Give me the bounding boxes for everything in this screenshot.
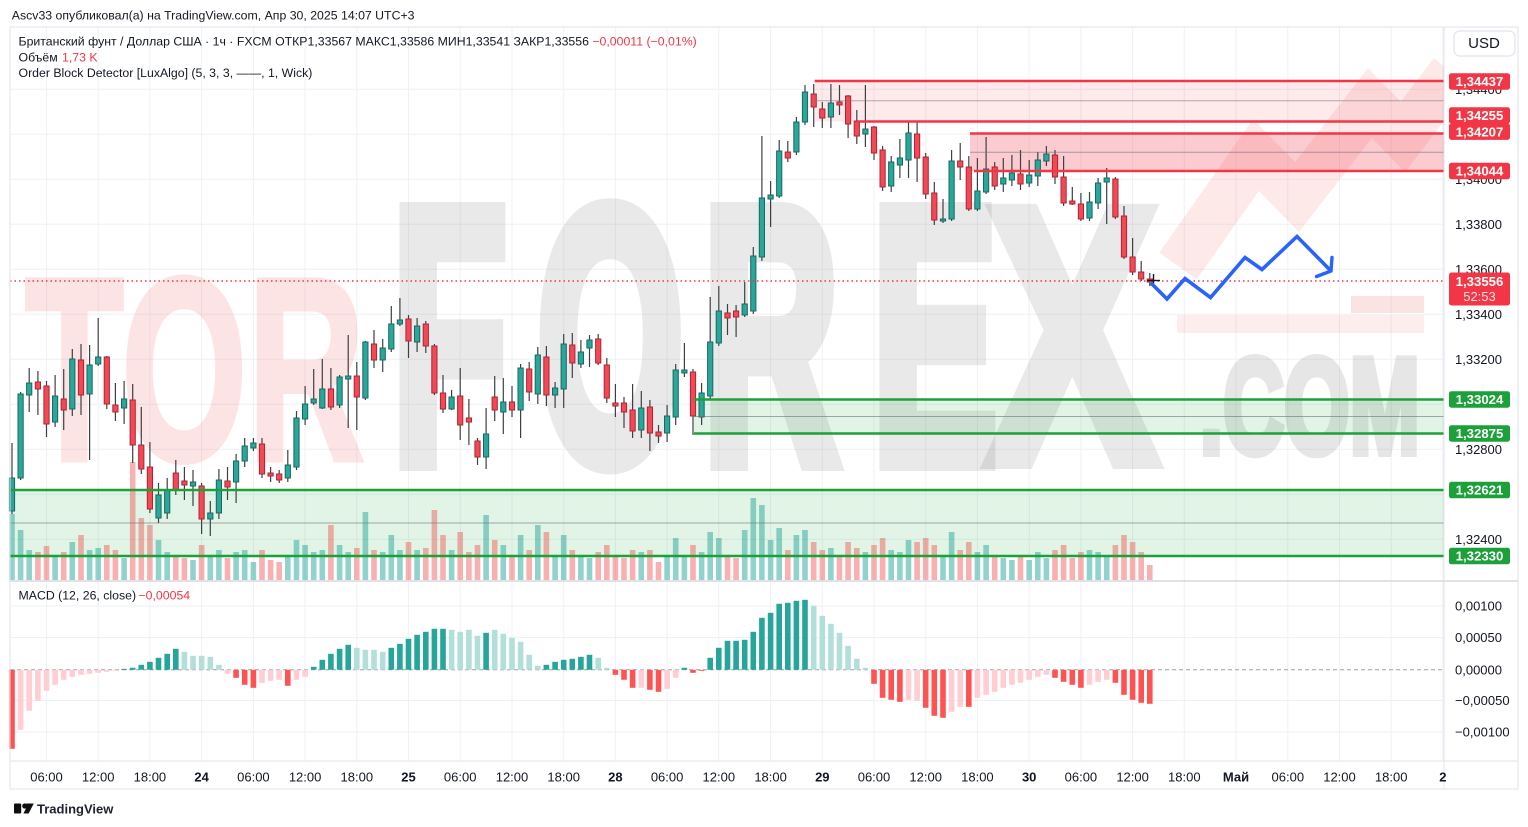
svg-text:12:00: 12:00: [1116, 770, 1149, 785]
svg-text:1,33400: 1,33400: [1455, 307, 1502, 322]
svg-text:12:00: 12:00: [909, 770, 942, 785]
svg-text:USD: USD: [1468, 35, 1500, 52]
svg-text:18:00: 18:00: [754, 770, 787, 785]
svg-text:0,00000: 0,00000: [1455, 662, 1502, 677]
svg-text:−0,00050: −0,00050: [1455, 693, 1510, 708]
svg-text:1,32330: 1,32330: [1456, 549, 1504, 564]
svg-text:18:00: 18:00: [134, 770, 167, 785]
svg-text:12:00: 12:00: [82, 770, 115, 785]
svg-text:1,34437: 1,34437: [1456, 74, 1504, 89]
svg-text:18:00: 18:00: [341, 770, 374, 785]
svg-text:Order Block Detector [LuxAlgo]: Order Block Detector [LuxAlgo] (5, 3, 3,…: [19, 66, 313, 80]
svg-text:18:00: 18:00: [961, 770, 994, 785]
svg-text:12:00: 12:00: [289, 770, 322, 785]
svg-text:0,00050: 0,00050: [1455, 630, 1502, 645]
svg-text:06:00: 06:00: [237, 770, 270, 785]
svg-text:06:00: 06:00: [30, 770, 63, 785]
svg-text:.COM: .COM: [1200, 330, 1420, 481]
svg-text:1,33556: 1,33556: [1456, 274, 1504, 289]
svg-text:06:00: 06:00: [1272, 770, 1305, 785]
svg-text:06:00: 06:00: [651, 770, 684, 785]
svg-text:Британский фунт / Доллар США ·: Британский фунт / Доллар США · 1ч · FXCM…: [19, 35, 697, 49]
svg-text:12:00: 12:00: [496, 770, 529, 785]
svg-text:52:53: 52:53: [1463, 289, 1496, 304]
svg-text:2: 2: [1439, 770, 1446, 785]
svg-text:30: 30: [1022, 770, 1036, 785]
svg-text:06:00: 06:00: [858, 770, 891, 785]
svg-text:25: 25: [401, 770, 415, 785]
svg-text:0,00100: 0,00100: [1455, 599, 1502, 614]
svg-text:Май: Май: [1223, 770, 1249, 785]
svg-text:24: 24: [194, 770, 209, 785]
svg-text:29: 29: [815, 770, 829, 785]
svg-text:1,32400: 1,32400: [1455, 532, 1502, 547]
svg-text:06:00: 06:00: [1065, 770, 1098, 785]
svg-text:Ascv33 опубликовал(а) на Tradi: Ascv33 опубликовал(а) на TradingView.com…: [12, 9, 415, 23]
svg-text:18:00: 18:00: [1375, 770, 1408, 785]
svg-text:28: 28: [608, 770, 622, 785]
svg-text:18:00: 18:00: [1168, 770, 1201, 785]
svg-text:1,34255: 1,34255: [1456, 108, 1504, 123]
svg-text:1,33200: 1,33200: [1455, 352, 1502, 367]
svg-text:12:00: 12:00: [703, 770, 736, 785]
svg-text:TradingView: TradingView: [37, 802, 114, 817]
svg-text:1,32800: 1,32800: [1455, 442, 1502, 457]
svg-text:−0,00100: −0,00100: [1455, 725, 1510, 740]
svg-text:MACD (12, 26, close)−0,00054: MACD (12, 26, close) −0,00054: [19, 589, 191, 603]
svg-text:1,34044: 1,34044: [1456, 164, 1504, 179]
svg-text:1,32875: 1,32875: [1456, 426, 1504, 441]
svg-text:12:00: 12:00: [1323, 770, 1356, 785]
svg-text:18:00: 18:00: [547, 770, 580, 785]
svg-text:1,33800: 1,33800: [1455, 217, 1502, 232]
svg-text:1,32621: 1,32621: [1456, 483, 1504, 498]
svg-text:06:00: 06:00: [444, 770, 477, 785]
svg-text:1,34207: 1,34207: [1456, 124, 1504, 139]
svg-text:1,33024: 1,33024: [1456, 392, 1504, 407]
